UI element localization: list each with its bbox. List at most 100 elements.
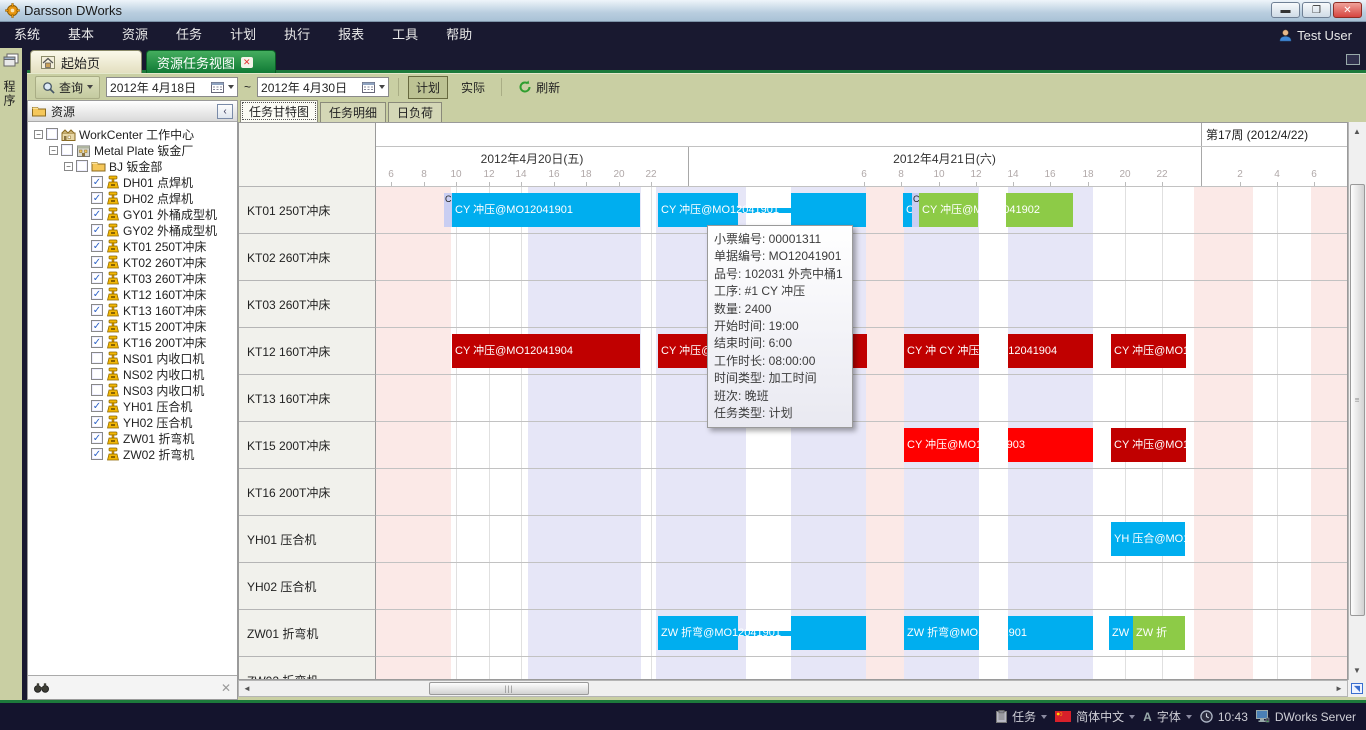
task-bar[interactable]: YH 压合@MO1 xyxy=(1111,522,1185,556)
menu-item-9[interactable]: 帮助 xyxy=(446,27,473,42)
task-bar[interactable] xyxy=(1008,616,1093,650)
task-bar[interactable]: ZW 折 xyxy=(1133,616,1185,650)
task-bar[interactable]: CY 冲压@MO12041901 xyxy=(658,193,779,227)
tree-checkbox[interactable]: ✓ xyxy=(91,304,103,316)
refresh-button[interactable]: 刷新 xyxy=(511,77,567,98)
minimize-button[interactable]: ▬ xyxy=(1271,2,1300,18)
scroll-up-arrow-icon[interactable]: ▲ xyxy=(1353,127,1361,136)
tree-row-WorkCenter[interactable]: − WorkCenter 工作中心 xyxy=(28,126,237,142)
task-bar-connector[interactable] xyxy=(738,631,791,636)
task-bar[interactable] xyxy=(791,616,866,650)
task-bar[interactable]: C xyxy=(912,193,919,227)
tree-checkbox[interactable]: ✓ xyxy=(91,192,103,204)
tree-checkbox[interactable]: ✓ xyxy=(91,432,103,444)
menu-item-2[interactable]: 基本 xyxy=(68,27,95,42)
windows-list-icon[interactable] xyxy=(1346,54,1360,65)
tree-row-YH02[interactable]: ✓ YH02 压合机 xyxy=(28,414,237,430)
close-button[interactable]: ✕ xyxy=(1333,2,1362,18)
tree-row-DH02[interactable]: ✓ DH02 点焊机 xyxy=(28,190,237,206)
tree-expander-icon[interactable]: − xyxy=(64,161,73,171)
task-bar[interactable] xyxy=(1008,428,1093,462)
tree-checkbox[interactable] xyxy=(46,128,58,140)
task-bar[interactable]: C xyxy=(903,193,912,227)
task-bar[interactable] xyxy=(1006,193,1073,227)
tree-row-NS02[interactable]: NS02 内收口机 xyxy=(28,366,237,382)
user-area[interactable]: Test User xyxy=(1279,22,1352,48)
tree-checkbox[interactable]: ✓ xyxy=(91,336,103,348)
menu-item-8[interactable]: 工具 xyxy=(392,27,419,42)
date-to-field[interactable]: 2012年 4月30日 xyxy=(257,77,390,97)
tree-checkbox[interactable] xyxy=(91,384,103,396)
view-tab-2[interactable]: 任务明细 xyxy=(320,102,387,122)
clear-filter-icon[interactable]: ✕ xyxy=(220,680,231,695)
tree-row-GY01[interactable]: ✓ GY01 外桶成型机 xyxy=(28,206,237,222)
task-bar[interactable]: ZW 折弯@MO12041901 xyxy=(658,616,781,650)
tree-expander-icon[interactable]: − xyxy=(49,145,58,155)
vertical-scrollbar[interactable]: ▲ ≡ ▼ xyxy=(1348,122,1366,680)
tree-checkbox[interactable]: ✓ xyxy=(91,272,103,284)
menu-item-6[interactable]: 执行 xyxy=(284,27,311,42)
menu-item-7[interactable]: 报表 xyxy=(338,27,365,42)
tree-row-KT15[interactable]: ✓ KT15 200T冲床 xyxy=(28,318,237,334)
tree-checkbox[interactable] xyxy=(76,160,88,172)
tree-row-KT12[interactable]: ✓ KT12 160T冲床 xyxy=(28,286,237,302)
tree-checkbox[interactable]: ✓ xyxy=(91,208,103,220)
menu-item-1[interactable]: 系统 xyxy=(14,27,41,42)
tree-checkbox[interactable] xyxy=(61,144,73,156)
restore-button[interactable]: ❐ xyxy=(1302,2,1331,18)
date-from-field[interactable]: 2012年 4月18日 xyxy=(106,77,239,97)
task-bar[interactable]: CY 冲压@MO1 xyxy=(1111,428,1186,462)
tree-row-ZW01[interactable]: ✓ ZW01 折弯机 xyxy=(28,430,237,446)
tree-checkbox[interactable]: ✓ xyxy=(91,320,103,332)
scroll-left-arrow-icon[interactable]: ◄ xyxy=(243,684,251,693)
menu-item-5[interactable]: 计划 xyxy=(230,27,257,42)
task-bar[interactable]: CY 冲压@MO1 xyxy=(1111,334,1186,368)
tree-row-KT16[interactable]: ✓ KT16 200T冲床 xyxy=(28,334,237,350)
status-font-menu[interactable]: A 字体 xyxy=(1143,708,1192,725)
task-bar[interactable]: CY 冲 CY 冲压@MO12041904 xyxy=(904,334,1057,368)
tree-checkbox[interactable]: ✓ xyxy=(91,400,103,412)
tree-row-ZW02[interactable]: ✓ ZW02 折弯机 xyxy=(28,446,237,462)
tree-row-NS03[interactable]: NS03 内收口机 xyxy=(28,382,237,398)
tree-row-KT01[interactable]: ✓ KT01 250T冲床 xyxy=(28,238,237,254)
task-bar[interactable] xyxy=(1008,334,1093,368)
status-task-menu[interactable]: 任务 xyxy=(996,708,1048,725)
tree-row-BJ[interactable]: − BJ 钣金部 xyxy=(28,158,237,174)
scroll-right-arrow-icon[interactable]: ► xyxy=(1335,684,1343,693)
tree-checkbox[interactable]: ✓ xyxy=(91,240,103,252)
status-language-menu[interactable]: 简体中文 xyxy=(1055,708,1136,725)
tree-checkbox[interactable]: ✓ xyxy=(91,256,103,268)
actual-toggle-button[interactable]: 实际 xyxy=(461,80,486,95)
tree-checkbox[interactable]: ✓ xyxy=(91,224,103,236)
task-bar[interactable]: CY 冲压@MO12041902 xyxy=(919,193,1040,227)
vertical-scrollbar-thumb[interactable]: ≡ xyxy=(1350,184,1365,616)
task-bar[interactable]: CY 冲压@MO12041901 xyxy=(452,193,640,227)
search-button[interactable]: 查询 xyxy=(35,75,101,99)
tree-checkbox[interactable] xyxy=(91,368,103,380)
menu-item-3[interactable]: 资源 xyxy=(122,27,149,42)
program-side-strip[interactable]: 程序 xyxy=(0,48,27,700)
menu-item-4[interactable]: 任务 xyxy=(176,27,203,42)
collapse-panel-button[interactable]: ‹ xyxy=(217,103,233,119)
tree-row-GY02[interactable]: ✓ GY02 外桶成型机 xyxy=(28,222,237,238)
tree-row-YH01[interactable]: ✓ YH01 压合机 xyxy=(28,398,237,414)
tab-resource-task-view[interactable]: 资源任务视图 ✕ xyxy=(146,50,276,73)
horizontal-scrollbar[interactable]: ◄ ||| ► xyxy=(238,680,1348,697)
task-bar[interactable]: ZW xyxy=(1109,616,1133,650)
view-tab-3[interactable]: 日负荷 xyxy=(388,102,443,122)
corner-expand-button[interactable]: ◥ xyxy=(1348,680,1366,697)
plan-toggle-button[interactable]: 计划 xyxy=(408,75,449,99)
tree-expander-icon[interactable]: − xyxy=(34,129,43,139)
scroll-down-arrow-icon[interactable]: ▼ xyxy=(1353,666,1361,675)
tree-checkbox[interactable]: ✓ xyxy=(91,416,103,428)
task-bar[interactable] xyxy=(791,193,866,227)
task-bar[interactable]: CY 冲压@MO12041903 xyxy=(904,428,1025,462)
tree-search-bar[interactable]: ✕ xyxy=(28,675,237,699)
tab-home-page[interactable]: 起始页 xyxy=(30,50,142,73)
tree-row-NS01[interactable]: NS01 内收口机 xyxy=(28,350,237,366)
tree-checkbox[interactable]: ✓ xyxy=(91,448,103,460)
tree-row-KT02[interactable]: ✓ KT02 260T冲床 xyxy=(28,254,237,270)
tree-checkbox[interactable] xyxy=(91,352,103,364)
status-server[interactable]: DWorks Server xyxy=(1255,710,1356,724)
tree-row-DH01[interactable]: ✓ DH01 点焊机 xyxy=(28,174,237,190)
